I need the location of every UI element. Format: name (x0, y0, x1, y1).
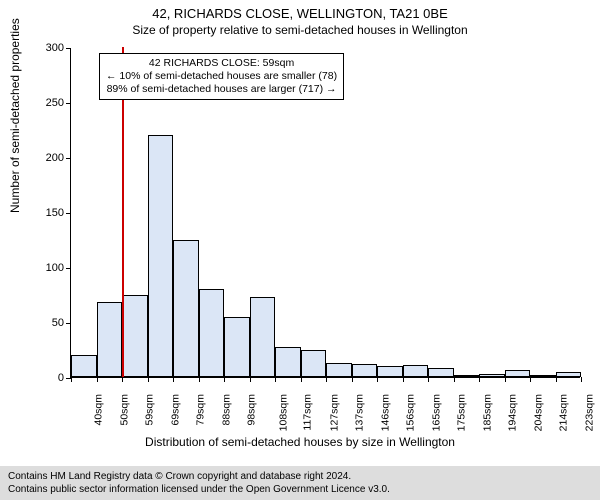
y-tick-label: 300 (24, 42, 64, 54)
x-tick-mark (326, 377, 327, 382)
y-axis-label: Number of semi-detached properties (8, 18, 22, 213)
attribution-footer: Contains HM Land Registry data © Crown c… (0, 466, 600, 500)
x-tick-label: 204sqm (532, 394, 544, 431)
histogram-bar (148, 135, 174, 377)
histogram-bar (454, 375, 480, 377)
x-tick-mark (122, 377, 123, 382)
y-tick-label: 250 (24, 97, 64, 109)
x-tick-mark (556, 377, 557, 382)
annotation-box: 42 RICHARDS CLOSE: 59sqm ← 10% of semi-d… (99, 53, 344, 100)
x-tick-mark (71, 377, 72, 382)
histogram-bar (97, 302, 123, 377)
x-tick-mark (479, 377, 480, 382)
x-tick-mark (250, 377, 251, 382)
x-tick-mark (352, 377, 353, 382)
x-axis-label: Distribution of semi-detached houses by … (0, 435, 600, 449)
histogram-bar (301, 350, 327, 378)
histogram-bar (122, 295, 148, 378)
histogram-bar (326, 363, 352, 377)
x-tick-label: 59sqm (144, 394, 156, 426)
x-tick-mark (173, 377, 174, 382)
histogram-bar (479, 374, 505, 377)
x-tick-mark (275, 377, 276, 382)
x-tick-label: 69sqm (169, 394, 181, 426)
histogram-bar (199, 289, 225, 377)
histogram-plot-area: 42 RICHARDS CLOSE: 59sqm ← 10% of semi-d… (70, 48, 580, 378)
y-tick-mark (66, 158, 71, 159)
x-tick-label: 223sqm (583, 394, 595, 431)
y-tick-label: 150 (24, 207, 64, 219)
histogram-bar (530, 375, 556, 377)
annotation-line: 42 RICHARDS CLOSE: 59sqm (106, 57, 337, 70)
x-tick-label: 214sqm (557, 394, 569, 431)
x-tick-mark (505, 377, 506, 382)
y-tick-mark (66, 48, 71, 49)
footer-line-1: Contains HM Land Registry data © Crown c… (8, 470, 592, 483)
histogram-bar (403, 365, 429, 377)
histogram-bar (505, 370, 531, 377)
histogram-bar (377, 366, 403, 377)
annotation-line: ← 10% of semi-detached houses are smalle… (106, 70, 337, 83)
histogram-bar (224, 317, 250, 378)
x-tick-label: 194sqm (506, 394, 518, 431)
x-tick-label: 117sqm (302, 394, 314, 431)
x-tick-mark (428, 377, 429, 382)
x-tick-label: 156sqm (404, 394, 416, 431)
histogram-bar (352, 364, 378, 377)
x-tick-label: 98sqm (246, 394, 258, 426)
footer-line-2: Contains public sector information licen… (8, 483, 592, 496)
histogram-bar (71, 355, 97, 377)
histogram-bar (275, 347, 301, 377)
histogram-bar (428, 368, 454, 377)
x-tick-mark (148, 377, 149, 382)
x-tick-label: 175sqm (455, 394, 467, 431)
y-tick-mark (66, 323, 71, 324)
y-tick-label: 100 (24, 262, 64, 274)
x-tick-mark (403, 377, 404, 382)
x-tick-mark (454, 377, 455, 382)
x-tick-mark (581, 377, 582, 382)
y-tick-label: 200 (24, 152, 64, 164)
x-tick-mark (377, 377, 378, 382)
x-tick-mark (530, 377, 531, 382)
y-tick-mark (66, 268, 71, 269)
x-tick-label: 165sqm (430, 394, 442, 431)
x-tick-label: 88sqm (220, 394, 232, 426)
y-tick-label: 0 (24, 372, 64, 384)
chart-title-main: 42, RICHARDS CLOSE, WELLINGTON, TA21 0BE (0, 6, 600, 21)
annotation-line: 89% of semi-detached houses are larger (… (106, 83, 337, 96)
x-tick-label: 79sqm (195, 394, 207, 426)
y-tick-label: 50 (24, 317, 64, 329)
x-tick-mark (224, 377, 225, 382)
histogram-bar (250, 297, 276, 377)
y-tick-mark (66, 103, 71, 104)
x-tick-label: 50sqm (118, 394, 130, 426)
x-tick-label: 185sqm (481, 394, 493, 431)
x-tick-label: 127sqm (328, 394, 340, 431)
x-tick-mark (301, 377, 302, 382)
x-tick-label: 146sqm (379, 394, 391, 431)
x-tick-label: 108sqm (277, 394, 289, 431)
y-tick-mark (66, 213, 71, 214)
histogram-bar (173, 240, 199, 378)
x-tick-mark (199, 377, 200, 382)
histogram-bar (556, 372, 582, 378)
x-tick-mark (97, 377, 98, 382)
chart-title-sub: Size of property relative to semi-detach… (0, 23, 600, 37)
x-tick-label: 137sqm (353, 394, 365, 431)
x-tick-label: 40sqm (93, 394, 105, 426)
